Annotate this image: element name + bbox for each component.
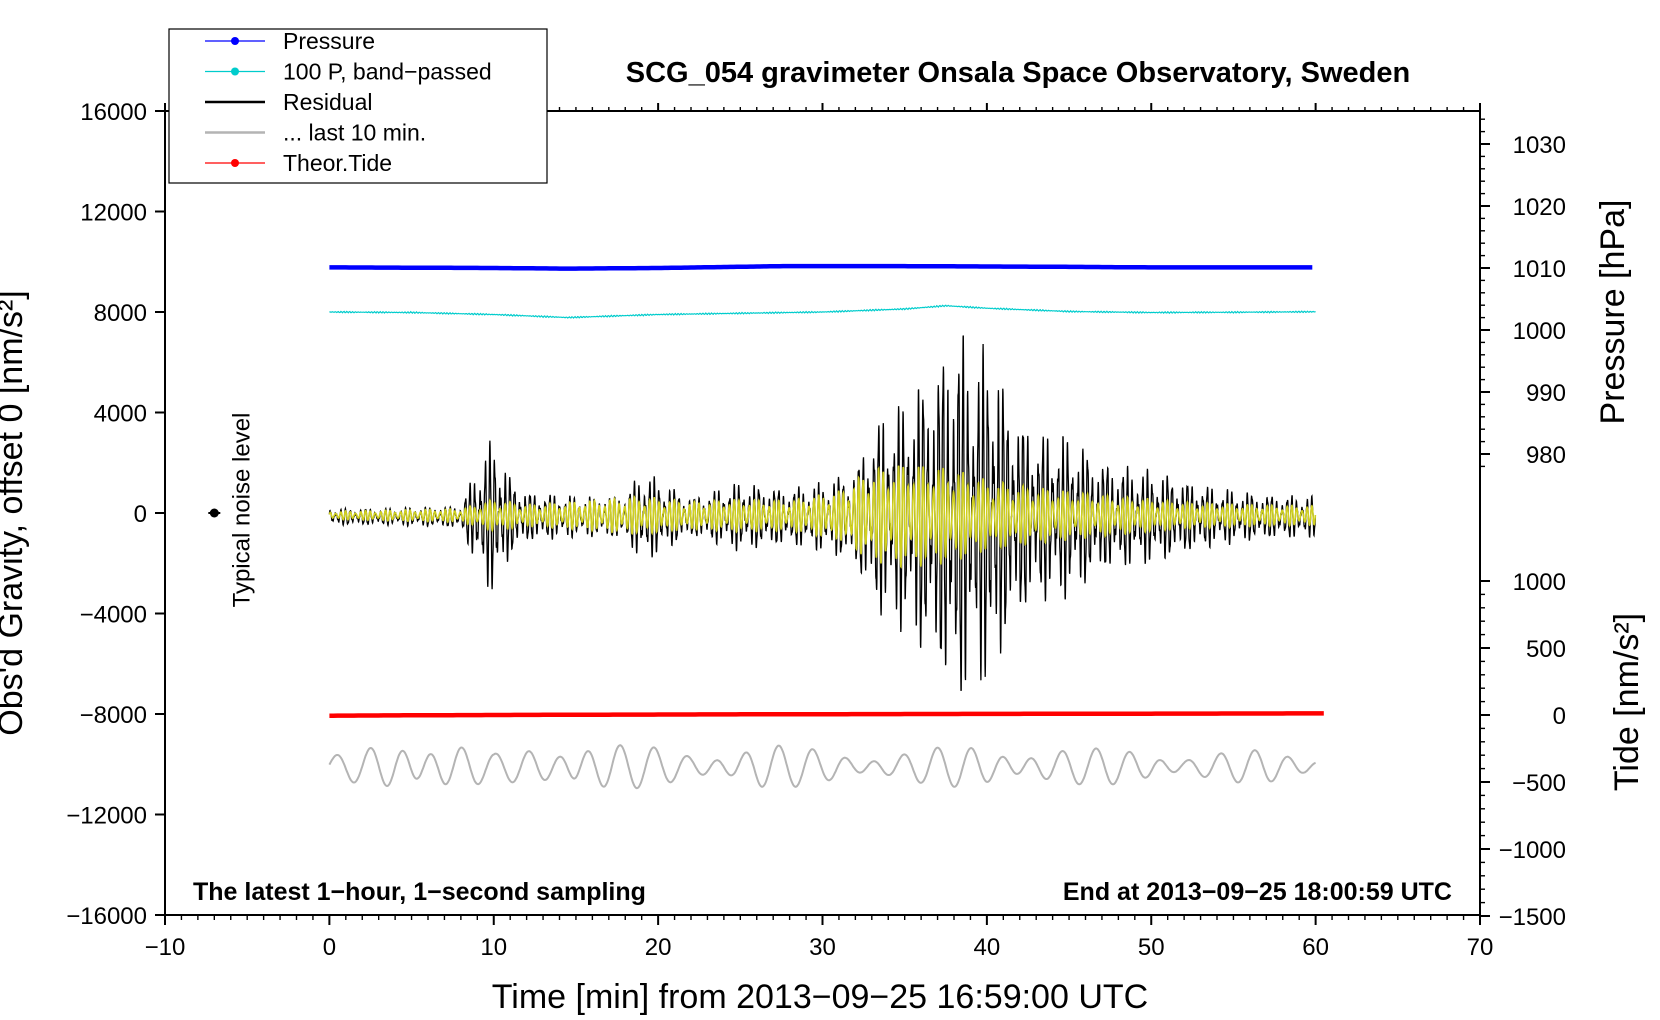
annotation-left: The latest 1−hour, 1−second sampling [193,878,646,906]
y-axis-ticks: −16000 −12000 −8000 −4000 0 4000 8000 12000 1600… [66,99,165,930]
pressure-tick-label: 980 [1526,442,1566,469]
legend-marker [231,37,239,45]
series-last-10-min [328,744,1316,790]
y-tick-label: 0 [134,501,147,528]
series-layer [328,263,1324,790]
legend-entry-label: Theor.Tide [283,150,392,176]
noise-label: Typical noise level [228,413,255,608]
tide-tick-label: 1000 [1513,569,1566,596]
pressure-tick-label: 1000 [1513,318,1566,345]
x-tick-label: −10 [145,934,186,961]
x-tick-label: 10 [480,934,507,961]
x-axis-ticks: −10 0 10 20 30 40 50 60 70 [145,103,1494,961]
tide-tick-label: −1500 [1499,904,1566,931]
pressure-tick-label: 1010 [1513,256,1566,283]
legend-entry-label: ... last 10 min. [283,120,426,146]
pressure-axis-label: Pressure [hPa] [1594,200,1632,425]
x-tick-label: 50 [1138,934,1165,961]
y-tick-label: −16000 [66,903,147,930]
x-tick-label: 60 [1302,934,1329,961]
y-tick-label: 8000 [94,300,147,327]
y-tick-label: −12000 [66,803,147,830]
tide-tick-label: 500 [1526,636,1566,663]
x-tick-label: 20 [645,934,672,961]
tide-tick-label: −500 [1512,770,1566,797]
x-tick-label: 0 [323,934,336,961]
series-band-passed-residual [328,465,1317,569]
tide-axis-label: Tide [nm/s²] [1608,613,1646,791]
y-tick-label: −8000 [80,702,147,729]
y-tick-label: 12000 [80,200,147,227]
noise-point [209,508,219,518]
tide-axis-ticks: −1500 −1000 −500 0 500 1000 [1480,569,1566,931]
pressure-axis-ticks: 980 990 1000 1010 1020 1030 [1480,118,1566,469]
tide-tick-label: −1000 [1499,837,1566,864]
legend-entry-label: Pressure [283,28,375,54]
pressure-tick-label: 1030 [1513,132,1566,159]
legend-entry-label: Residual [283,89,373,115]
x-tick-label: 40 [974,934,1001,961]
y-tick-label: 16000 [80,99,147,126]
y-tick-label: −4000 [80,602,147,629]
legend-entry-label: 100 P, band−passed [283,59,492,85]
legend: Pressure 100 P, band−passed Residual ... la… [168,28,548,184]
annotation-right: End at 2013−09−25 18:00:59 UTC [1063,878,1452,906]
pressure-tick-label: 1020 [1513,194,1566,221]
pressure-tick-label: 990 [1526,380,1566,407]
tide-tick-label: 0 [1553,703,1566,730]
series-band-passed-pressure [329,304,1316,319]
legend-marker [231,67,239,76]
series-pressure [329,263,1313,271]
legend-box [168,28,548,184]
y-axis-label: Obs'd Gravity, offset 0 [nm/s²] [0,290,30,736]
series-theor-tide [329,711,1324,718]
legend-marker [231,159,239,167]
y-tick-label: 4000 [94,401,147,428]
noise-level-marker: Typical noise level [208,413,255,608]
x-tick-label: 70 [1467,934,1494,961]
x-axis-label: Time [min] from 2013−09−25 16:59:00 UTC [492,978,1148,1016]
x-tick-label: 30 [809,934,836,961]
chart-title: SCG_054 gravimeter Onsala Space Observat… [626,57,1410,89]
